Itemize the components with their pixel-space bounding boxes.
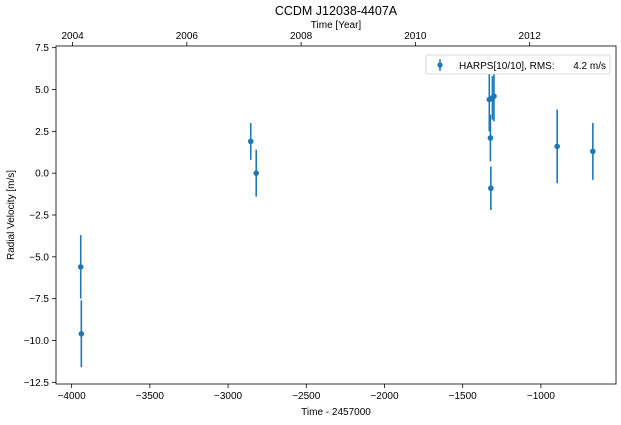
top-tick-label: 2006 [176, 31, 199, 42]
x-axis: −4000 −3500 −3000 −2500 −2000 −1500 −1000 [58, 384, 556, 402]
top-axis-label: Time [Year] [311, 20, 362, 31]
y-tick-label: −5.0 [29, 252, 49, 263]
data-series [77, 67, 596, 368]
x-tick-label: −1000 [527, 391, 556, 402]
y-tick-label: −2.5 [29, 211, 49, 222]
y-tick-label: 2.5 [35, 127, 49, 138]
x-tick-label: −3500 [136, 391, 165, 402]
x-axis-label: Time - 2457000 [301, 407, 371, 418]
data-point [487, 135, 494, 141]
top-tick-label: 2012 [519, 31, 542, 42]
data-point [554, 143, 560, 150]
y-tick-label: −12.5 [24, 378, 50, 389]
data-point [491, 93, 497, 99]
x-tick-label: −2000 [370, 391, 399, 402]
legend-rms-value: 4.2 m/s [573, 61, 606, 72]
data-point [247, 138, 254, 145]
data-point [488, 185, 494, 192]
x-tick-label: −2500 [292, 391, 321, 402]
y-tick-label: −7.5 [29, 294, 49, 305]
data-point [253, 170, 260, 176]
plot-area [55, 45, 617, 385]
y-axis: 7.5 5.0 2.5 0.0 −2.5 −5.0 −7.5 −10.0 −12.5 [24, 43, 56, 389]
data-point [78, 331, 85, 337]
x-tick-label: −3000 [214, 391, 243, 402]
y-tick-label: 5.0 [35, 85, 49, 96]
chart-title: CCDM J12038-4407A [275, 4, 398, 18]
legend-series-name: HARPS[10/10], RMS: [459, 61, 555, 72]
x-tick-label: −4000 [58, 391, 87, 402]
y-tick-label: 0.0 [35, 169, 49, 180]
legend-marker [437, 62, 443, 68]
y-tick-label: 7.5 [35, 43, 49, 54]
y-axis-label: Radial Velocity [m/s] [6, 170, 17, 260]
top-tick-label: 2008 [290, 31, 313, 42]
legend-box [425, 54, 611, 75]
top-tick-label: 2010 [404, 31, 427, 42]
data-point [590, 148, 596, 155]
top-tick-label: 2004 [61, 31, 84, 42]
x-tick-label: −1500 [449, 391, 478, 402]
y-tick-label: −10.0 [24, 336, 50, 347]
legend: HARPS[10/10], RMS: 4.2 m/s [425, 54, 611, 75]
data-point [77, 264, 84, 270]
top-axis: 2004 2006 2008 2010 2012 [61, 31, 541, 46]
